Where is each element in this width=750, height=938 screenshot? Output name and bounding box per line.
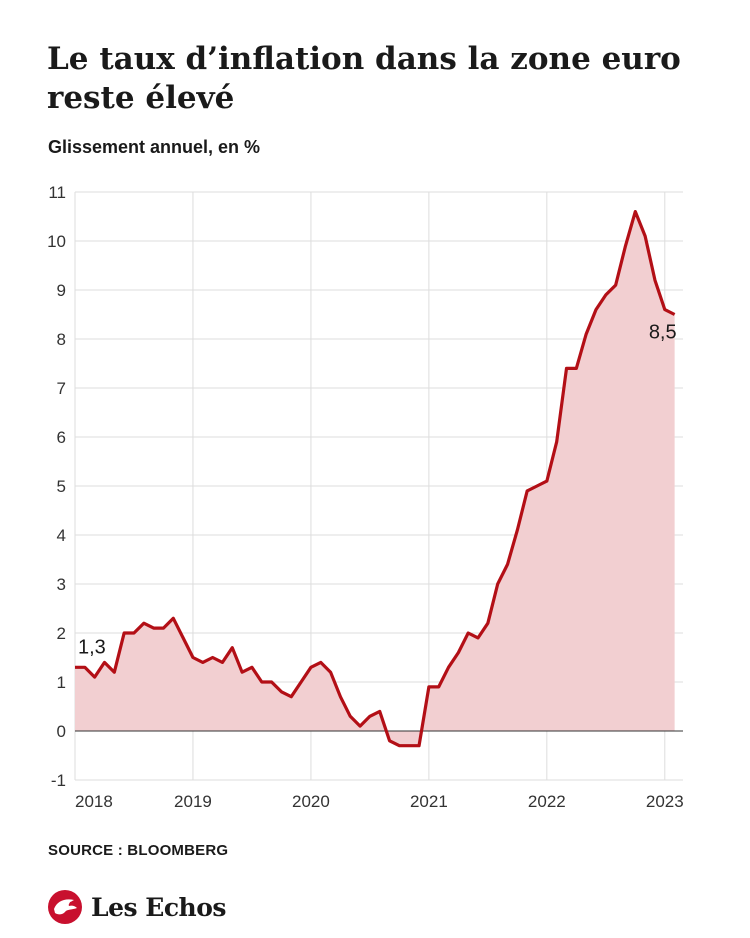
les-echos-logo-icon — [48, 890, 82, 924]
chart-subtitle: Glissement annuel, en % — [48, 137, 261, 157]
y-tick-label: -1 — [51, 771, 66, 790]
chart-title: Le taux d’inflation dans la zone euro re… — [47, 41, 681, 116]
y-tick-label: 0 — [57, 722, 66, 741]
x-tick-label: 2023 — [646, 792, 684, 811]
data-label: 1,3 — [78, 636, 106, 658]
x-tick-label: 2021 — [410, 792, 448, 811]
y-tick-label: 4 — [57, 526, 66, 545]
y-tick-label: 11 — [48, 183, 66, 202]
data-labels: 1,3 8,5 — [78, 322, 677, 659]
y-tick-label: 5 — [57, 477, 66, 496]
y-axis-ticks: -1 0 1 2 3 4 5 6 7 8 9 10 11 — [47, 183, 66, 790]
y-tick-label: 7 — [57, 379, 66, 398]
y-tick-label: 10 — [47, 232, 66, 251]
brand-name: Les Echos — [91, 892, 226, 922]
inflation-area — [75, 211, 675, 746]
x-tick-label: 2020 — [292, 792, 330, 811]
inflation-chart: -1 0 1 2 3 4 5 6 7 8 9 10 11 2018 2019 2020 2021 2022 202… — [47, 183, 684, 811]
brand-logo: Les Echos — [47, 887, 226, 927]
y-tick-label: 3 — [57, 575, 66, 594]
x-axis-ticks: 2018 2019 2020 2021 2022 2023 — [75, 792, 684, 811]
x-tick-label: 2019 — [174, 792, 212, 811]
data-label: 8,5 — [649, 322, 677, 344]
x-tick-label: 2018 — [75, 792, 113, 811]
y-tick-label: 1 — [57, 673, 66, 692]
y-tick-label: 6 — [57, 428, 66, 447]
source-note: SOURCE : BLOOMBERG — [48, 842, 229, 859]
inflation-line — [75, 210, 676, 748]
x-tick-label: 2022 — [528, 792, 566, 811]
y-tick-label: 9 — [57, 281, 66, 300]
y-tick-label: 2 — [57, 624, 66, 643]
y-tick-label: 8 — [57, 330, 66, 349]
